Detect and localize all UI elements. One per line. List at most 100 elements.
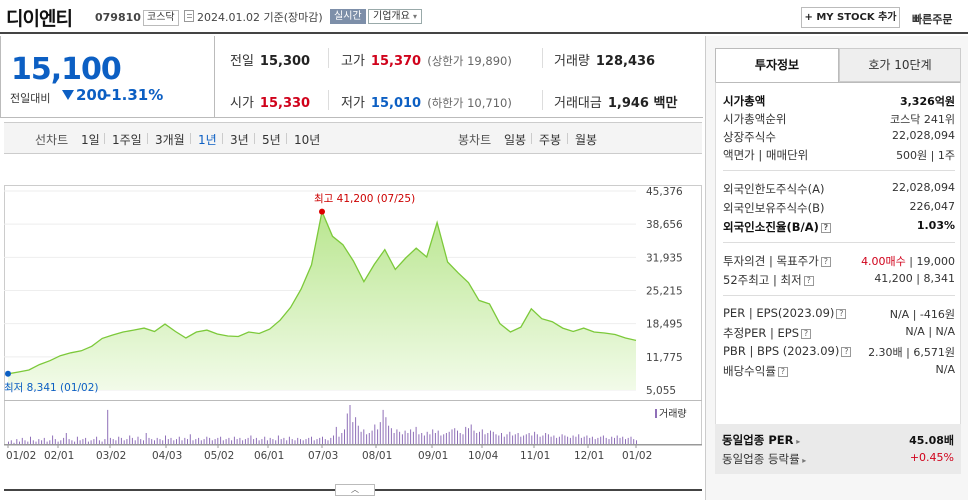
volume-bar bbox=[506, 434, 508, 445]
help-icon[interactable]: ? bbox=[841, 347, 852, 357]
foreign-ratio-row: 외국인소진율(B/A)? 1.03% bbox=[723, 219, 955, 237]
tab-1y[interactable]: 1년 bbox=[198, 133, 217, 147]
quote-table: 전일 15,300 고가 15,370 (상한가 19,890) 거래량 128,43… bbox=[215, 36, 703, 118]
volume-bar bbox=[98, 440, 100, 444]
row-value: 4.00매수 | 19,000 bbox=[861, 255, 955, 268]
volume-bar bbox=[57, 441, 59, 444]
company-overview-dropdown[interactable]: 기업개요 ▾ bbox=[368, 9, 423, 24]
tab-3m[interactable]: 3개월 bbox=[155, 133, 185, 147]
foreign-limit-row: 외국인한도주식수(A) 22,028,094 bbox=[723, 181, 955, 199]
realtime-button[interactable]: 실시간 bbox=[330, 9, 366, 24]
collapse-chart-button[interactable]: ︿ bbox=[335, 484, 375, 496]
volume-label: 거래량 bbox=[554, 54, 590, 69]
volume-bar bbox=[418, 434, 420, 445]
quick-order-button[interactable]: 빠른주문 bbox=[912, 13, 953, 26]
peer-per-link[interactable]: 동일업종 PER ▸ bbox=[722, 432, 800, 448]
volume-bar bbox=[214, 439, 216, 444]
volume-bar bbox=[399, 431, 401, 444]
volume-bar bbox=[322, 436, 323, 444]
peer-change-link[interactable]: 동일업종 등락률 ▸ bbox=[722, 451, 806, 467]
volume-bar bbox=[19, 441, 20, 444]
volume-bar bbox=[498, 435, 500, 444]
peer-per-row: 동일업종 PER ▸ 45.08배 bbox=[722, 432, 954, 450]
volume-bar bbox=[346, 413, 348, 444]
tab-1d[interactable]: 1일 bbox=[81, 133, 100, 147]
row-label-wrap: PER | EPS(2023.09)? bbox=[723, 306, 847, 320]
x-tick-label: 07/03 bbox=[308, 450, 338, 462]
tab-10y[interactable]: 10년 bbox=[294, 133, 321, 147]
divider bbox=[531, 133, 532, 144]
document-icon[interactable] bbox=[184, 10, 194, 22]
volume-bar bbox=[390, 428, 392, 444]
volume-bar bbox=[627, 437, 629, 444]
volume-bar bbox=[410, 429, 412, 444]
high-value: 15,370 bbox=[370, 54, 422, 69]
volume-bar bbox=[445, 433, 447, 444]
volume-bar bbox=[542, 435, 544, 444]
volume-bar bbox=[239, 437, 241, 444]
x-tick-label: 01/02 bbox=[6, 450, 36, 462]
volume-bar bbox=[352, 422, 354, 444]
high-label: 고가 bbox=[341, 54, 365, 69]
volume-bar bbox=[404, 430, 406, 444]
volume-bar bbox=[531, 435, 533, 444]
pbr-bps-row: PBR | BPS (2023.09)? 2.30배 | 6,571원 bbox=[723, 344, 955, 362]
volume-bar bbox=[255, 437, 257, 444]
volume-bar bbox=[591, 436, 593, 444]
volume-bar bbox=[134, 440, 136, 444]
volume-bar bbox=[71, 440, 73, 444]
volume-bar bbox=[311, 436, 312, 444]
tab-1w[interactable]: 1주일 bbox=[112, 133, 142, 147]
help-icon[interactable]: ? bbox=[820, 223, 831, 233]
row-value: 45.08배 bbox=[909, 434, 954, 447]
row-label: 52주최고 | 최저 bbox=[723, 273, 802, 287]
volume-bar bbox=[63, 437, 65, 444]
volume-bar bbox=[564, 435, 566, 444]
volume-bar bbox=[528, 433, 530, 444]
volume-bar bbox=[349, 405, 351, 444]
volume-bar bbox=[622, 436, 624, 444]
volume-bar bbox=[297, 437, 299, 444]
face-value-row: 액면가 | 매매단위 500원 | 1주 bbox=[723, 147, 955, 165]
my-stock-add-button[interactable]: + MY STOCK 추가 bbox=[801, 7, 900, 28]
row-label-wrap: 투자의견 | 목표주가? bbox=[723, 253, 831, 269]
row-label-wrap: PBR | BPS (2023.09)? bbox=[723, 344, 852, 358]
volume-bar bbox=[633, 439, 635, 444]
volume-bar bbox=[426, 431, 428, 444]
volume-bar bbox=[536, 434, 538, 445]
volume-bar bbox=[605, 437, 607, 444]
peer-section: 동일업종 PER ▸ 45.08배 동일업종 등락률 ▸ +0.45% bbox=[715, 424, 961, 474]
volume-bar bbox=[300, 439, 301, 444]
divider bbox=[542, 48, 543, 68]
volume-bar bbox=[200, 440, 202, 444]
volume-bar bbox=[481, 429, 483, 444]
tab-weekly[interactable]: 주봉 bbox=[539, 133, 562, 147]
volume-bar bbox=[275, 440, 277, 444]
volume-bar bbox=[24, 440, 26, 444]
low-price: 저가 15,010 (하한가 10,710) bbox=[341, 92, 512, 111]
row-value: 1.03% bbox=[916, 219, 955, 232]
tab-3y[interactable]: 3년 bbox=[230, 133, 249, 147]
tab-monthly[interactable]: 월봉 bbox=[575, 133, 598, 147]
tab-daily[interactable]: 일봉 bbox=[504, 133, 527, 147]
help-icon[interactable]: ? bbox=[803, 276, 814, 286]
row-label-wrap: 52주최고 | 최저? bbox=[723, 272, 814, 288]
volume-bar bbox=[145, 433, 147, 444]
help-icon[interactable]: ? bbox=[820, 257, 831, 267]
prev-close: 전일 15,300 bbox=[230, 50, 310, 69]
help-icon[interactable]: ? bbox=[777, 367, 788, 377]
volume-bar bbox=[115, 440, 117, 444]
volume-bar bbox=[87, 441, 89, 444]
tab-order-book[interactable]: 호가 10단계 bbox=[839, 48, 961, 82]
row-label: 동일업종 등락률 bbox=[722, 452, 800, 466]
tab-invest-info[interactable]: 투자정보 bbox=[715, 48, 839, 82]
help-icon[interactable]: ? bbox=[836, 309, 847, 319]
tab-5y[interactable]: 5년 bbox=[262, 133, 281, 147]
volume-bar bbox=[10, 440, 12, 444]
volume-bar bbox=[556, 437, 558, 444]
volume-bar bbox=[586, 435, 588, 444]
volume-bar bbox=[13, 442, 15, 444]
help-icon[interactable]: ? bbox=[801, 329, 812, 339]
volume-bar bbox=[575, 436, 577, 444]
volume-bar bbox=[572, 435, 574, 444]
